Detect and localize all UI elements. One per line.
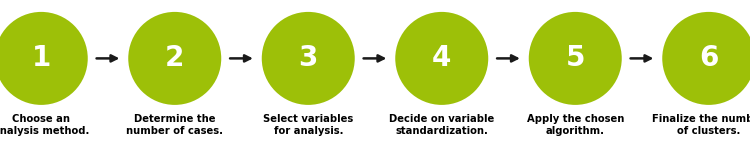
Ellipse shape — [128, 12, 221, 105]
Text: 6: 6 — [699, 44, 718, 72]
Text: 2: 2 — [165, 44, 184, 72]
Ellipse shape — [395, 12, 488, 105]
Text: Finalize the number
of clusters.: Finalize the number of clusters. — [652, 114, 750, 137]
Text: Apply the chosen
algorithm.: Apply the chosen algorithm. — [526, 114, 624, 137]
Text: Decide on variable
standardization.: Decide on variable standardization. — [389, 114, 494, 137]
Ellipse shape — [662, 12, 750, 105]
Ellipse shape — [262, 12, 355, 105]
Text: Choose an
analysis method.: Choose an analysis method. — [0, 114, 89, 137]
Text: 4: 4 — [432, 44, 451, 72]
Text: 1: 1 — [32, 44, 51, 72]
Ellipse shape — [0, 12, 88, 105]
Text: Select variables
for analysis.: Select variables for analysis. — [263, 114, 353, 137]
Ellipse shape — [529, 12, 622, 105]
Text: 5: 5 — [566, 44, 585, 72]
Text: 3: 3 — [298, 44, 318, 72]
Text: Determine the
number of cases.: Determine the number of cases. — [126, 114, 224, 137]
